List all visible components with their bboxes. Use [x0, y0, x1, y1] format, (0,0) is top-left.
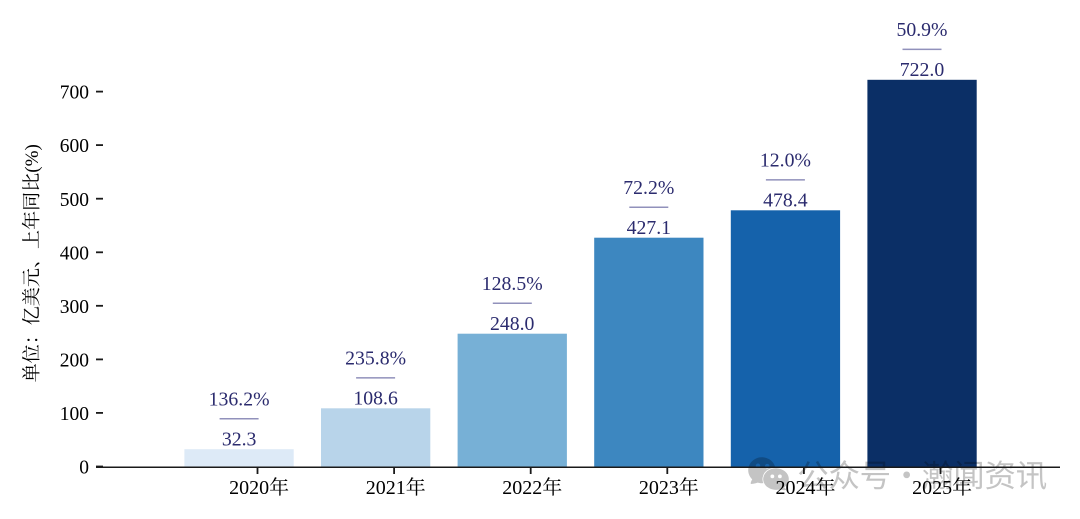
svg-text:235.8%: 235.8% — [345, 348, 406, 370]
svg-text:427.1: 427.1 — [627, 217, 671, 239]
svg-text:0: 0 — [79, 458, 89, 479]
svg-text:2023: 2023 — [639, 477, 679, 499]
svg-text:700: 700 — [60, 83, 89, 104]
svg-text:2022: 2022 — [502, 477, 542, 499]
svg-text:136.2%: 136.2% — [209, 388, 270, 410]
svg-text:2024: 2024 — [776, 477, 816, 499]
svg-text:200: 200 — [60, 351, 89, 372]
svg-text:72.2%: 72.2% — [623, 177, 674, 199]
svg-text:600: 600 — [60, 136, 89, 157]
svg-text:722.0: 722.0 — [900, 59, 945, 81]
svg-text:32.3: 32.3 — [222, 428, 257, 450]
svg-text:50.9%: 50.9% — [896, 19, 947, 41]
svg-text:108.6: 108.6 — [353, 388, 398, 410]
svg-text:2021: 2021 — [366, 477, 406, 499]
svg-text:248.0: 248.0 — [490, 313, 535, 335]
svg-text:2025: 2025 — [912, 477, 952, 499]
svg-text:400: 400 — [60, 243, 89, 264]
svg-text:12.0%: 12.0% — [760, 150, 811, 172]
svg-text:128.5%: 128.5% — [482, 273, 543, 295]
svg-text:500: 500 — [60, 190, 89, 211]
svg-text:478.4: 478.4 — [763, 190, 808, 212]
svg-text:100: 100 — [60, 404, 89, 425]
svg-text:300: 300 — [60, 297, 89, 318]
svg-text:(%): (%) — [22, 144, 43, 173]
svg-text:2020: 2020 — [229, 477, 269, 499]
